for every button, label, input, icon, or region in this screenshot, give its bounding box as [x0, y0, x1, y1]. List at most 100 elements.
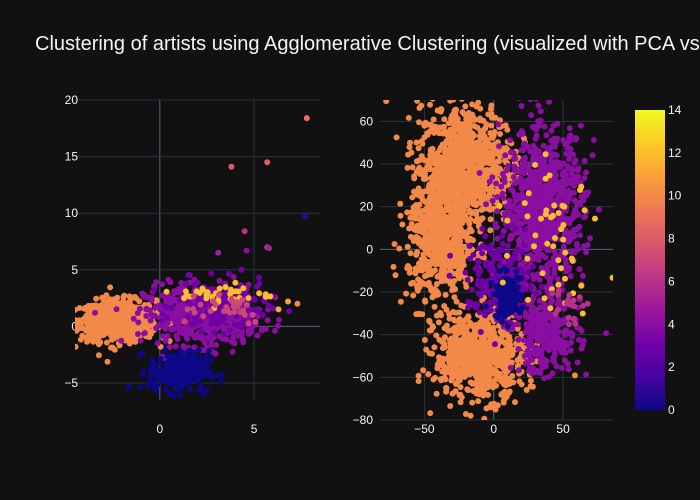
scatter-point [171, 290, 178, 297]
scatter-point [185, 272, 192, 278]
scatter-point [194, 358, 201, 365]
scatter-point [452, 352, 459, 358]
scatter-point [427, 230, 434, 237]
scatter-point [581, 175, 588, 181]
scatter-point [457, 232, 464, 239]
scatter-point [432, 267, 438, 274]
scatter-point [198, 382, 205, 389]
scatter-point [430, 100, 436, 102]
scatter-point [510, 150, 517, 156]
scatter-point [553, 185, 559, 192]
scatter-point [512, 167, 518, 174]
scatter-point [390, 263, 397, 270]
scatter-point [473, 208, 480, 215]
scatter-point [174, 336, 181, 343]
scatter-point [466, 130, 473, 137]
scatter-point [241, 228, 248, 235]
scatter-point [463, 283, 470, 290]
scatter-point [399, 221, 406, 228]
scatter-point [550, 122, 557, 129]
scatter-point [413, 251, 420, 258]
scatter-point [262, 293, 269, 300]
scatter-point [538, 226, 545, 233]
scatter-point [530, 187, 537, 194]
scatter-point [420, 156, 427, 163]
scatter-point [500, 228, 507, 235]
scatter-point [492, 406, 499, 413]
scatter-point [258, 327, 265, 334]
scatter-point [576, 336, 582, 343]
scatter-point [467, 379, 474, 386]
scatter-point [480, 183, 487, 190]
scatter-point [201, 371, 208, 378]
scatter-point [451, 160, 457, 167]
scatter-point [457, 198, 464, 205]
scatter-point [275, 322, 281, 329]
scatter-point [554, 275, 561, 282]
y-tick-label: 0 [366, 242, 373, 256]
scatter-point [587, 235, 593, 242]
scatter-point [442, 195, 449, 202]
scatter-point [254, 332, 261, 339]
scatter-point [445, 227, 452, 234]
scatter-point [464, 337, 471, 344]
scatter-point [421, 265, 428, 272]
scatter-point [186, 372, 192, 379]
scatter-point [536, 201, 543, 208]
scatter-point [240, 307, 247, 314]
scatter-point [407, 233, 414, 240]
scatter-point [203, 295, 210, 302]
scatter-point [428, 243, 435, 250]
scatter-point [459, 147, 466, 154]
scatter-point [541, 123, 548, 130]
scatter-point [113, 298, 120, 305]
scatter-point [506, 197, 513, 204]
y-tick-label: −60 [353, 370, 374, 384]
scatter-point [452, 255, 459, 262]
scatter-point [453, 87, 459, 93]
scatter-point [453, 106, 460, 113]
scatter-point [437, 168, 444, 175]
scatter-point [503, 352, 510, 358]
scatter-point [446, 311, 453, 318]
scatter-point [143, 305, 150, 312]
scatter-point [546, 100, 553, 105]
scatter-point [438, 191, 445, 198]
scatter-point [176, 376, 183, 383]
scatter-point [480, 117, 487, 124]
scatter-point [75, 343, 79, 350]
scatter-point [489, 154, 496, 161]
scatter-point [422, 228, 429, 235]
scatter-point [478, 162, 485, 168]
scatter-point [554, 135, 561, 142]
scatter-point [427, 101, 433, 108]
scatter-point [216, 285, 223, 292]
scatter-point [121, 292, 128, 299]
scatter-point [514, 178, 521, 185]
scatter-point [125, 384, 132, 390]
scatter-point [423, 346, 430, 353]
scatter-point [488, 122, 495, 129]
scatter-point [510, 213, 517, 219]
scatter-point [171, 314, 178, 321]
scatter-point [79, 332, 86, 339]
scatter-point [474, 124, 481, 131]
scatter-point [405, 114, 412, 121]
scatter-point [483, 121, 490, 128]
scatter-point [214, 313, 221, 320]
scatter-point [571, 249, 578, 256]
scatter-point [183, 280, 189, 287]
scatter-point [223, 336, 230, 343]
scatter-point [168, 379, 175, 386]
scatter-point [437, 124, 444, 131]
scatter-point [422, 119, 429, 126]
scatter-point [548, 158, 555, 165]
scatter-point [496, 143, 502, 150]
scatter-point [211, 329, 218, 336]
scatter-point [138, 350, 145, 356]
scatter-point [436, 130, 443, 137]
scatter-point [116, 342, 123, 349]
scatter-point [442, 291, 449, 298]
scatter-point [426, 181, 433, 188]
